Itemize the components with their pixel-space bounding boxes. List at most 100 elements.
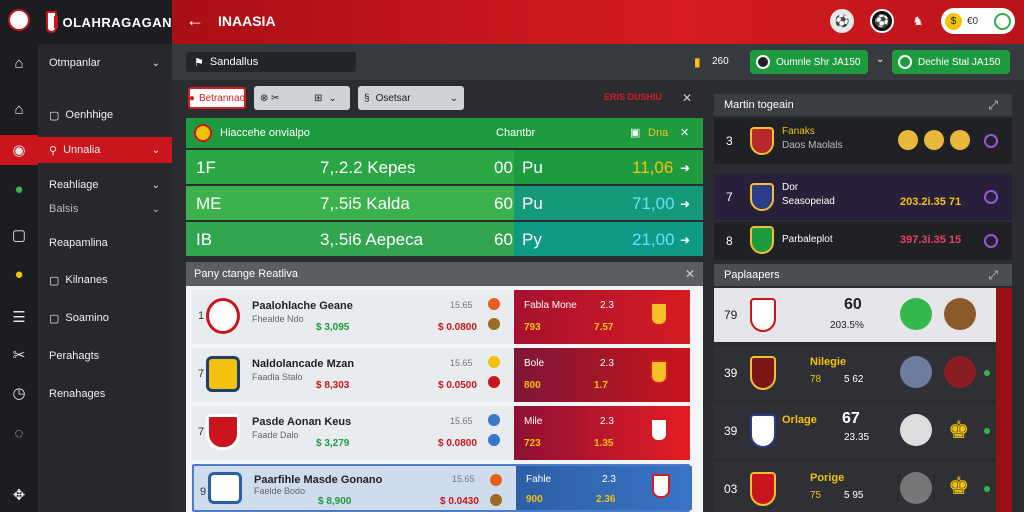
chevron-down-icon[interactable]: ⌄	[876, 54, 885, 65]
ranking-row[interactable]: 8 Parbaleplot 397.3i.35 15	[714, 222, 1012, 260]
team-icon[interactable]: ♞	[912, 14, 924, 28]
row-rank: 7	[726, 190, 733, 204]
green-value: $ 3,279	[316, 438, 350, 449]
odds-value: 7.57	[594, 322, 614, 333]
heart-icon[interactable]	[984, 234, 998, 248]
heart-icon[interactable]	[984, 190, 998, 204]
sidebar-item[interactable]: Reapamlina	[38, 230, 172, 256]
team-mini-icon	[488, 414, 500, 426]
home-icon[interactable]: ⌂	[14, 54, 24, 72]
breadcrumb[interactable]: ⚑ Sandallus	[186, 52, 356, 72]
sidebar-item[interactable]: Balsis ⌄	[38, 196, 172, 222]
calendar-icon[interactable]: ▣	[630, 127, 641, 139]
expand-icon[interactable]: ⤢	[988, 98, 998, 112]
team-name: Paalohlache Geane	[252, 300, 353, 312]
sidebar-item-label: Oenhhige	[65, 109, 114, 121]
odds-block[interactable]: Mile 2.3 723 1.35	[514, 406, 690, 460]
odds-value: 2.3	[600, 358, 614, 369]
target-icon[interactable]: ◉	[0, 135, 38, 165]
sidebar-item-label: Kilnanes	[65, 274, 108, 286]
row-p: Pu	[522, 194, 543, 213]
arrow-right-icon[interactable]: ➜	[680, 161, 691, 175]
settings-icon[interactable]: ✂	[12, 347, 26, 364]
bank-icon[interactable]: ⌂	[14, 100, 24, 118]
button-label: Dechie Stal JA150	[918, 56, 1001, 68]
player-photo	[900, 298, 932, 330]
arrow-left-icon[interactable]: ←	[186, 10, 204, 30]
player-row[interactable]: 39 Orlage 67 23.35 ♚	[714, 404, 1012, 458]
odds-value: 793	[524, 322, 541, 333]
match-row[interactable]: 1 Paalohlache Geane Fhealde Ndo $ 3,095 …	[192, 290, 690, 344]
soccer-icon[interactable]: ⚽	[870, 9, 894, 33]
globe-icon[interactable]: ●	[14, 265, 24, 283]
sidebar-item[interactable]: ▢ Oenhhige	[38, 102, 172, 128]
green-action-button-2[interactable]: Dechie Stal JA150	[892, 50, 1010, 74]
close-icon[interactable]: ✕	[682, 91, 693, 105]
ranking-row[interactable]: 3 Fanaks Daos Maolals	[714, 118, 1012, 164]
team-name: Naldolancade Mzan	[252, 358, 355, 370]
odds-block[interactable]: Fahle 2.3 900 2.36	[516, 466, 692, 510]
clock-icon[interactable]: ◷	[12, 385, 26, 402]
row-value: 7,.2.2 Kepes	[320, 158, 416, 177]
row-rank: 79	[724, 308, 738, 322]
match-row[interactable]: 7 Pasde Aonan Keus Faade Dalo $ 3,279 15…	[192, 406, 690, 460]
player-stat: 5 95	[844, 490, 864, 501]
green-value: $ 3,095	[316, 322, 350, 333]
sidebar-item-active[interactable]: ⚲ Unnalia ⌄	[38, 137, 172, 163]
sidebar-item[interactable]: Otmpanlar ⌄	[38, 50, 172, 76]
box-icon[interactable]: ▢	[11, 227, 27, 244]
arrow-right-icon[interactable]: ➜	[680, 233, 691, 247]
close-icon[interactable]: ✕	[684, 267, 695, 281]
user-balance-pill[interactable]: $ €0	[941, 8, 1015, 34]
odds-row[interactable]: ME 7,.5i5 Kalda 60 Pu 71,00 ➜	[186, 186, 703, 220]
sidebar-item[interactable]: Perahagts	[38, 343, 172, 369]
arrow-right-icon[interactable]: ➜	[680, 197, 691, 211]
panel-title: Paplaapers	[724, 269, 780, 281]
heart-icon[interactable]	[984, 134, 998, 148]
odds-row[interactable]: IB 3,.5i6 Aepeca 60 Py 21,00 ➜	[186, 222, 703, 256]
team-mini-icon	[488, 318, 500, 330]
player-photo	[900, 356, 932, 388]
chat-icon[interactable]: ◌	[14, 424, 24, 442]
sidebar-item[interactable]: Reahliage ⌄	[38, 172, 172, 198]
green-action-button-1[interactable]: Oumnle Shr JA150	[750, 50, 868, 74]
sort-select[interactable]: § Osetsar ⌄	[358, 86, 464, 110]
scrollbar[interactable]	[996, 288, 1012, 512]
match-row-selected[interactable]: 9 Paarfihle Masde Gonano Faelde Bodo $ 8…	[192, 464, 692, 512]
team-logo-icon	[750, 356, 776, 390]
row-rank: 9	[200, 486, 207, 498]
coin-balance: €0	[967, 15, 979, 27]
expand-icon[interactable]: ⤢	[988, 268, 998, 282]
odds-block[interactable]: Bole 2.3 800 1.7	[514, 348, 690, 402]
row-rank: 03	[724, 482, 738, 496]
ball-icon[interactable]: ⚽	[830, 9, 854, 33]
small-value: 15.65	[452, 474, 475, 484]
odds-row[interactable]: 1F 7,.2.2 Kepes 00 Pu 11,06 ➜	[186, 150, 703, 184]
match-row[interactable]: 7 Naldolancade Mzan Faadla Stalo $ 8,303…	[192, 348, 690, 402]
ranking-row[interactable]: 7 Dor Seasopeiad 203.2i.35 71	[714, 174, 1012, 220]
chevron-down-icon: ⌄	[449, 92, 458, 104]
player-name: Nilegie	[810, 356, 847, 368]
player-row[interactable]: 03 Porige 75 5 95 ♚	[714, 462, 1012, 512]
filter-label: Betrannao	[198, 92, 246, 104]
odds-block[interactable]: Fabla Mone 2.3 793 7.57	[514, 290, 690, 344]
filter-pill-active[interactable]: ● Betrannao	[188, 87, 246, 109]
sidebar-item[interactable]: ▢ Soamino	[38, 305, 172, 331]
player-photo	[944, 298, 976, 330]
odds-value: 900	[526, 494, 543, 505]
grid-toggle[interactable]: ⊞ ⌄	[308, 86, 350, 110]
row-points: 60	[494, 230, 513, 249]
close-icon[interactable]: ✕	[680, 127, 690, 139]
list-icon[interactable]: ☰	[12, 309, 26, 326]
apps-icon[interactable]: ✥	[12, 487, 26, 504]
avatar[interactable]	[0, 5, 38, 35]
player-row[interactable]: 79 60 203.5%	[714, 288, 1012, 342]
sidebar-item[interactable]: ▢ Kilnanes	[38, 267, 172, 293]
brand[interactable]: OLAHRAGAGAN	[38, 0, 172, 44]
team-flag-icon	[652, 474, 670, 498]
player-row[interactable]: 39 Nilegie 78 5 62	[714, 346, 1012, 400]
sidebar-item[interactable]: Renahages	[38, 381, 172, 407]
sport-icon[interactable]: ●	[14, 180, 24, 198]
brand-logo-icon	[46, 11, 58, 33]
team-logo-icon	[750, 298, 776, 332]
